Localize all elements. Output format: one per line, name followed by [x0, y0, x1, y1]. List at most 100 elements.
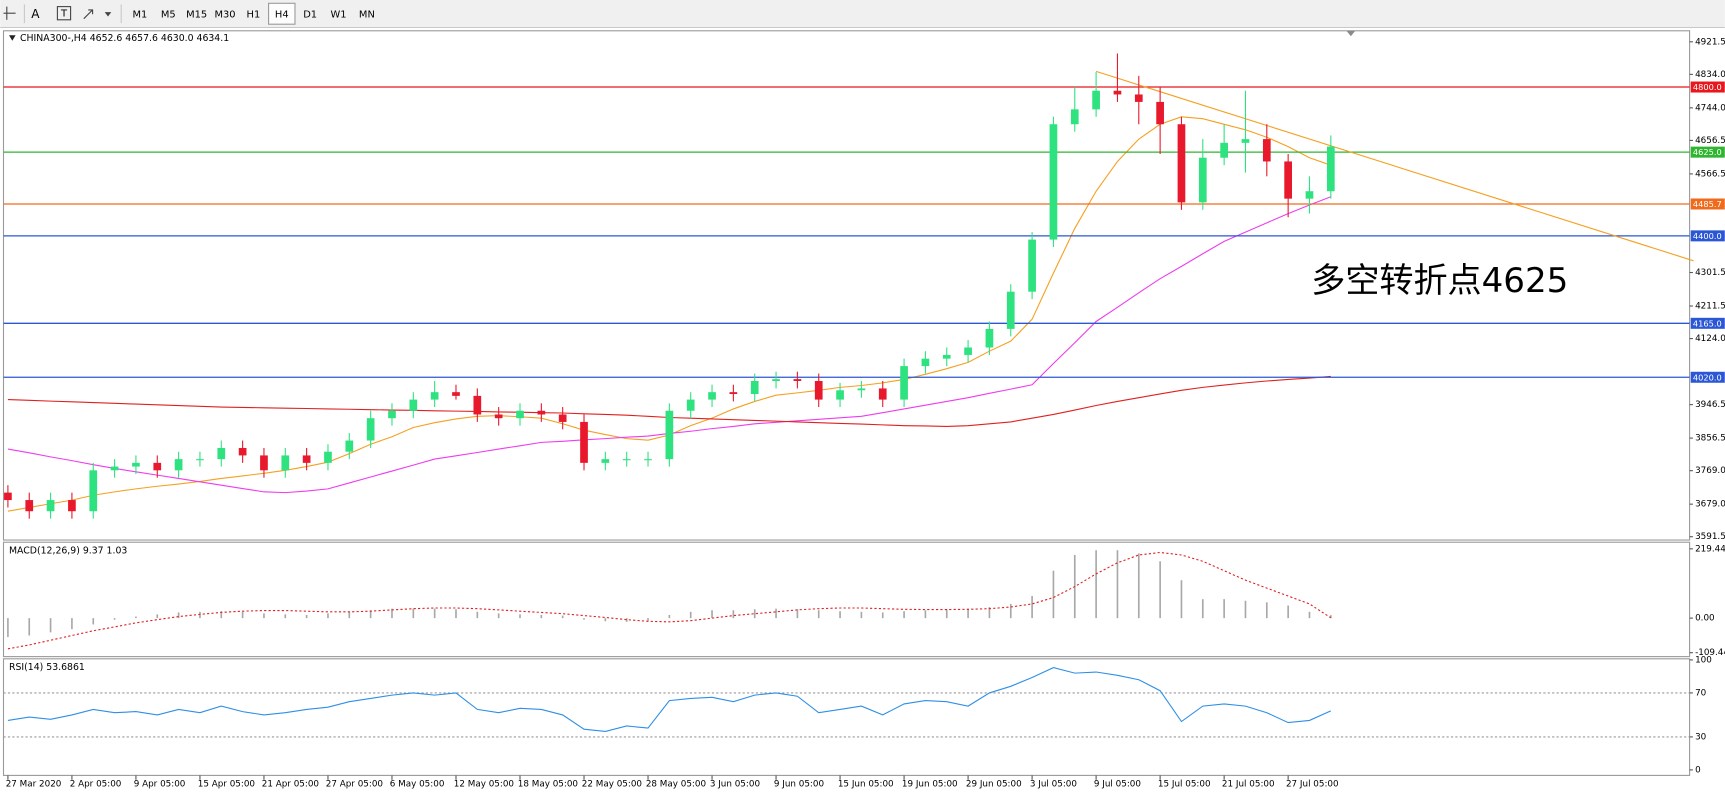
- candle-body: [622, 459, 631, 461]
- candle-body: [281, 455, 290, 471]
- level-label: 4485.7: [1693, 199, 1722, 209]
- x-tick-label: 9 Jul 05:00: [1094, 780, 1141, 790]
- macd-signal: [7, 551, 1332, 650]
- timeframe-label[interactable]: M30: [214, 9, 235, 20]
- candle-body: [68, 500, 76, 512]
- candle-body: [537, 410, 546, 415]
- y-tick-label: 3591.5: [1695, 532, 1725, 542]
- x-tick-label: 15 Jul 05:00: [1158, 780, 1211, 790]
- candle-body: [366, 418, 375, 441]
- timeframe-label[interactable]: D1: [303, 9, 317, 20]
- candle-body: [644, 459, 652, 461]
- candle-body: [580, 421, 588, 463]
- level-label: 4800.0: [1693, 82, 1722, 92]
- rsi-header: RSI(14) 53.6861: [9, 662, 85, 673]
- label-tool[interactable]: T: [56, 6, 72, 21]
- y-tick-label: 219.44: [1695, 544, 1725, 554]
- x-tick-label: 9 Jun 05:00: [774, 780, 824, 790]
- timeframe-label[interactable]: H1: [247, 9, 261, 20]
- shapes-tool[interactable]: [83, 9, 112, 20]
- x-tick-label: 27 Jul 05:00: [1286, 780, 1339, 790]
- trend-line: [1095, 70, 1694, 262]
- candle-body: [729, 392, 738, 395]
- candle-body: [1241, 139, 1250, 143]
- candle-body: [772, 379, 780, 381]
- level-tag: [1690, 371, 1725, 383]
- timeframe-button[interactable]: [240, 3, 267, 25]
- y-tick-label: 4211.5: [1695, 302, 1725, 312]
- level-label: 4625.0: [1693, 147, 1722, 157]
- y-tick-label: 3679.0: [1695, 500, 1725, 510]
- candle-body: [494, 414, 503, 419]
- candle-body: [1006, 291, 1015, 329]
- candle-body: [238, 447, 247, 456]
- y-tick-label: 4566.5: [1695, 169, 1725, 179]
- candle-body: [1028, 239, 1036, 292]
- candle-body: [750, 380, 759, 395]
- timeframe-button[interactable]: [183, 3, 210, 25]
- candle-body: [1305, 191, 1314, 199]
- timeframe-label[interactable]: MN: [359, 9, 375, 20]
- timeframe-label[interactable]: M5: [161, 9, 176, 20]
- candle-body: [430, 392, 439, 400]
- candle-body: [665, 410, 674, 460]
- timeframe-button[interactable]: [211, 3, 239, 25]
- candle-body: [857, 388, 866, 391]
- level-tag: [1690, 230, 1725, 242]
- candle-body: [473, 395, 482, 415]
- x-tick-label: 28 May 05:00: [646, 780, 706, 790]
- timeframe-label[interactable]: M1: [132, 9, 147, 20]
- y-tick-label: 3769.0: [1695, 466, 1725, 476]
- candle-body: [217, 447, 226, 460]
- candle-body: [964, 347, 972, 355]
- candle-body: [1284, 161, 1292, 199]
- level-label: 4165.0: [1693, 318, 1722, 328]
- main-panel: [2, 30, 1691, 541]
- timeframe-label[interactable]: M15: [186, 9, 207, 20]
- candle-body: [174, 459, 183, 471]
- y-tick-label: 70: [1695, 688, 1706, 698]
- y-tick-label: 30: [1695, 732, 1706, 742]
- candle-body: [324, 451, 332, 463]
- level-tag: [1690, 81, 1725, 93]
- text-tool[interactable]: A: [31, 7, 40, 21]
- timeframe-button[interactable]: [325, 3, 352, 25]
- y-tick-label: 4834.0: [1695, 70, 1725, 80]
- timeframe-button[interactable]: [353, 3, 381, 25]
- timeframe-button[interactable]: [268, 2, 296, 25]
- candle-body: [1049, 124, 1058, 240]
- candle-body: [409, 399, 418, 411]
- candle-body: [89, 470, 98, 512]
- candle-body: [708, 392, 716, 400]
- shapes-icon: [83, 9, 94, 20]
- x-tick-label: 3 Jun 05:00: [710, 780, 760, 790]
- main-header: CHINA300-,H4 4652.6 4657.6 4630.0 4634.1: [20, 33, 229, 44]
- timeframe-button[interactable]: [296, 3, 324, 25]
- cursor-tool[interactable]: [3, 6, 16, 20]
- level-tag: [1690, 317, 1725, 329]
- timeframe-label[interactable]: H4: [275, 9, 289, 20]
- y-tick-label: 4301.5: [1695, 268, 1725, 278]
- candle-body: [516, 410, 524, 419]
- rsi-panel: [2, 658, 1691, 776]
- header-arrow: [9, 35, 16, 41]
- macd-panel: [2, 541, 1691, 658]
- x-tick-label: 18 May 05:00: [518, 780, 578, 790]
- label-icon-glyph: T: [60, 9, 68, 20]
- timeframe-button[interactable]: [155, 3, 182, 25]
- candle-body: [345, 440, 354, 452]
- y-tick-label: 3856.5: [1695, 434, 1725, 444]
- candle-body: [900, 366, 908, 400]
- candle-body: [1198, 157, 1207, 203]
- candle-body: [388, 410, 396, 419]
- annotation: 多空转折点4625: [1311, 261, 1568, 301]
- timeframe-label[interactable]: W1: [331, 9, 347, 20]
- x-tick-label: 22 May 05:00: [582, 780, 642, 790]
- level-label: 4400.0: [1693, 231, 1722, 241]
- x-tick-label: 21 Apr 05:00: [262, 780, 319, 790]
- x-tick-label: 12 May 05:00: [454, 780, 514, 790]
- timeframe-button[interactable]: [126, 3, 154, 25]
- macd-header: MACD(12,26,9) 9.37 1.03: [9, 546, 127, 557]
- candle-body: [1156, 101, 1164, 125]
